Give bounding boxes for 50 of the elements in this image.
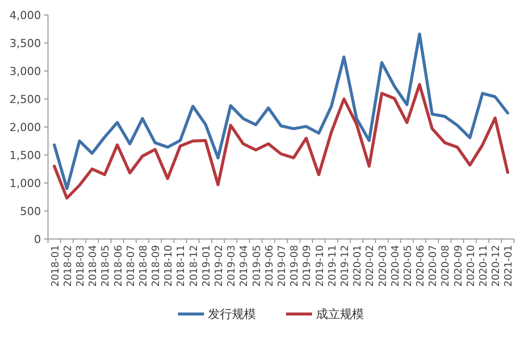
line-series — [52, 82, 510, 200]
x-tick-label: 2020-03 — [378, 245, 389, 287]
line-series — [52, 32, 510, 190]
y-tick-label: 1,000 — [10, 177, 41, 190]
y-tick-label: 1,500 — [10, 149, 41, 162]
x-tick-label: 2019-12 — [340, 245, 351, 287]
legend-label: 发行规模 — [208, 307, 256, 321]
x-tick-label: 2018-11 — [176, 245, 188, 287]
x-tick-label: 2018-03 — [75, 245, 86, 287]
x-tick-label: 2020-11 — [478, 245, 490, 287]
x-tick-label: 2019-07 — [277, 245, 288, 287]
y-tick-label: 4,000 — [10, 9, 41, 22]
x-tick-label: 2020-04 — [390, 245, 402, 287]
x-tick-label: 2019-01 — [201, 245, 212, 287]
x-tick-label: 2018-10 — [164, 245, 175, 287]
x-tick-label: 2020-01 — [352, 245, 364, 287]
legend-label: 成立规模 — [316, 307, 364, 321]
x-tick-label: 2018-09 — [151, 245, 162, 287]
x-tick-label: 2020-07 — [428, 245, 440, 287]
x-tick-label: 2019-08 — [290, 245, 301, 287]
x-tick-label: 2020-10 — [466, 245, 477, 287]
x-tick-label: 2019-09 — [302, 245, 314, 287]
x-tick-label: 2018-02 — [62, 245, 74, 287]
x-tick-label: 2019-05 — [252, 245, 263, 287]
x-tick-label: 2020-12 — [491, 245, 502, 287]
x-tick-label: 2018-08 — [138, 245, 150, 287]
x-tick-label: 2020-06 — [416, 245, 427, 287]
y-tick-label: 500 — [20, 205, 41, 218]
x-tick-label: 2020-09 — [453, 245, 464, 287]
x-tick-label: 2018-06 — [113, 245, 124, 287]
x-tick-label: 2018-07 — [126, 245, 137, 287]
x-tick-label: 2019-10 — [314, 245, 326, 287]
y-tick-label: 3,500 — [10, 37, 41, 50]
x-tick-label: 2020-05 — [402, 245, 414, 287]
x-tick-label: 2019-04 — [239, 245, 250, 287]
y-tick-label: 0 — [34, 233, 41, 246]
x-tick-label: 2019-02 — [214, 245, 226, 287]
x-tick-label: 2018-01 — [50, 245, 62, 287]
x-tick-label: 2019-11 — [327, 245, 338, 287]
x-tick-label: 2020-08 — [440, 245, 452, 287]
x-tick-label: 2019-03 — [226, 245, 238, 287]
x-tick-label: 2020-02 — [365, 245, 376, 287]
x-tick-label: 2018-04 — [88, 245, 100, 287]
y-tick-label: 3,000 — [10, 65, 41, 78]
y-tick-label: 2,000 — [10, 121, 41, 134]
x-tick-label: 2018-12 — [188, 245, 200, 287]
x-tick-label: 2018-05 — [100, 245, 112, 287]
x-tick-label: 2021-01 — [504, 245, 515, 287]
y-tick-label: 2,500 — [10, 93, 41, 106]
x-tick-label: 2019-06 — [264, 245, 276, 287]
